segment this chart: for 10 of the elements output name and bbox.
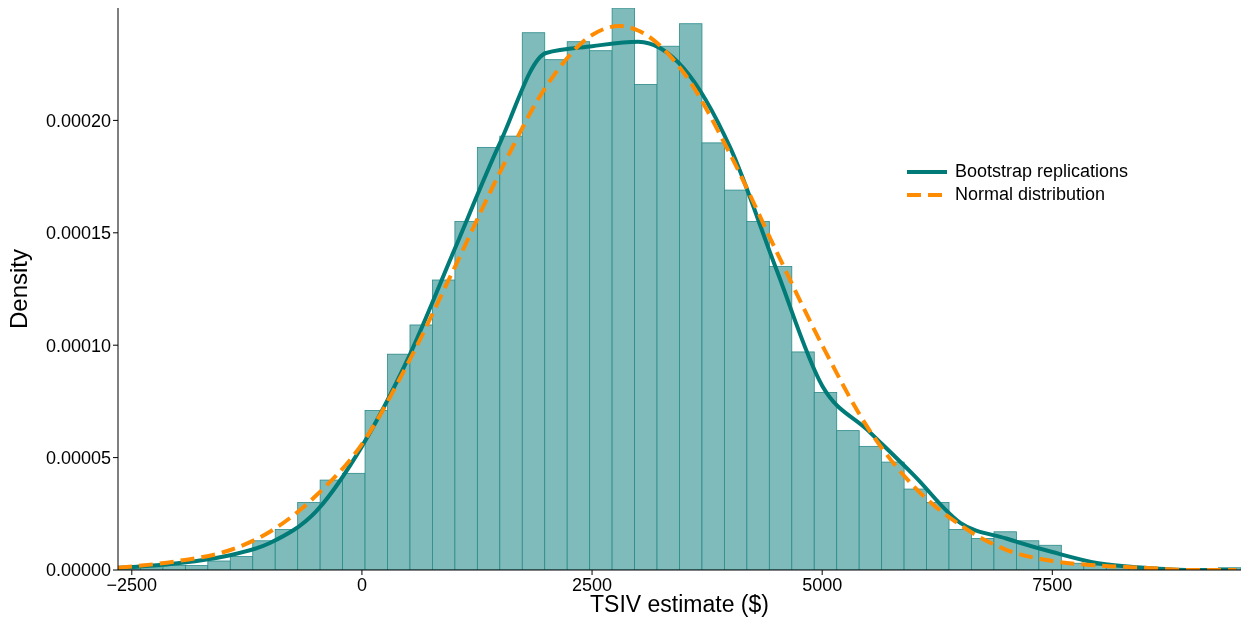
y-tick-label: 0.00010: [45, 335, 111, 356]
legend-label: Bootstrap replications: [954, 160, 1128, 183]
y-axis-title: Density: [4, 248, 32, 330]
x-tick-label: 7500: [1032, 575, 1073, 595]
legend-label: Normal distribution: [954, 183, 1105, 206]
y-tick-label: 0.00015: [45, 223, 111, 244]
x-tick-label: 0: [356, 575, 367, 595]
y-tick-label: 0.00020: [45, 110, 111, 131]
y-tick-label: 0.00005: [45, 447, 111, 468]
x-tick-label: 5000: [802, 575, 843, 595]
